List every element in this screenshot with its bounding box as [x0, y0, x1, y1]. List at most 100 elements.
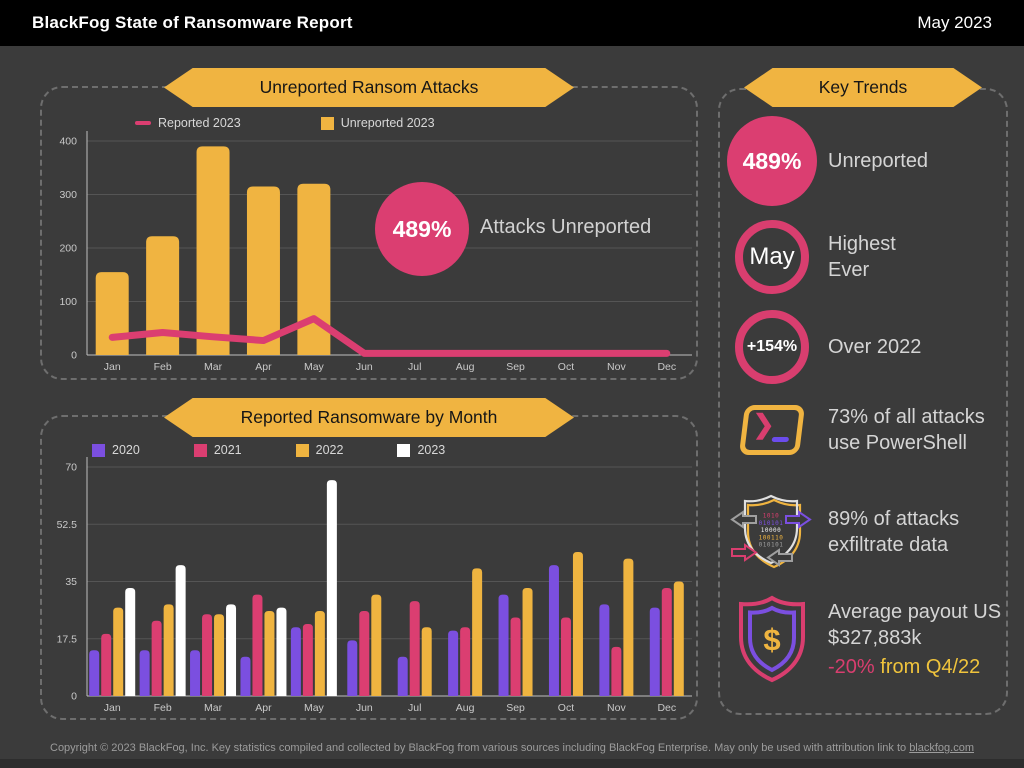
- square-marker-icon: [320, 116, 334, 130]
- trend-label: Highest Ever: [828, 233, 896, 281]
- legend-label: 2020: [112, 443, 140, 457]
- legend-label: 2023: [417, 443, 446, 457]
- svg-text:100110: 100110: [759, 534, 784, 541]
- legend-label: 2022: [315, 443, 344, 457]
- svg-text:Nov: Nov: [607, 361, 626, 373]
- unreported-percent-value: 489%: [392, 215, 452, 242]
- svg-text:Mar: Mar: [204, 702, 223, 714]
- legend-item-reported-2023: Reported 2023: [135, 116, 241, 130]
- svg-text:May: May: [304, 361, 325, 373]
- arrow-left-icon: [766, 548, 793, 567]
- svg-text:Oct: Oct: [558, 702, 574, 714]
- arrow-right-icon: [731, 543, 758, 562]
- svg-text:35: 35: [65, 576, 77, 588]
- monthly-chart: 0 17.5 35 52.5 70 Jan Feb Mar Apr May Jun Jul Aug Sep…: [57, 457, 692, 714]
- svg-text:Nov: Nov: [607, 702, 626, 714]
- powershell-icon: [738, 405, 806, 455]
- svg-text:300: 300: [59, 189, 77, 201]
- key-trends-banner-label: Key Trends: [818, 77, 908, 97]
- copyright-text: Copyright © 2023 BlackFog, Inc. Key stat…: [50, 742, 907, 754]
- monthly-chart-legend: 2020 2021 2022 2023: [42, 443, 696, 457]
- svg-text:Dec: Dec: [657, 361, 676, 373]
- dollar-icon: $: [763, 622, 780, 657]
- svg-text:Dec: Dec: [657, 702, 676, 714]
- payout-delta-note: from Q4/22: [880, 655, 981, 678]
- ring-circle-icon: May: [735, 220, 809, 294]
- shield-outline-purple: [748, 605, 796, 673]
- report-title: BlackFog State of Ransomware Report: [32, 13, 353, 32]
- legend-label: Reported 2023: [158, 116, 241, 130]
- square-marker-icon: [92, 443, 105, 457]
- svg-text:Jun: Jun: [356, 361, 373, 373]
- bottom-strip: [0, 759, 1024, 768]
- unreported-percent-label: Attacks Unreported: [480, 216, 652, 238]
- trend-label: 89% of attacks exfiltrate data: [828, 508, 960, 556]
- trend-exfiltrate: 1010 010101 10000 100110 010101 89% of attac…: [720, 485, 1006, 579]
- svg-text:200: 200: [59, 243, 77, 255]
- legend-item-2023: 2023: [397, 443, 445, 457]
- svg-text:70: 70: [65, 462, 77, 474]
- footer: Copyright © 2023 BlackFog, Inc. Key stat…: [0, 742, 1024, 754]
- svg-text:52.5: 52.5: [57, 519, 78, 531]
- arrow-left-icon: [730, 510, 757, 529]
- trend-highest-ever: May Highest Ever: [720, 220, 1006, 294]
- unreported-chart: 0 100 200 300 400 Jan Feb Mar Apr May Jun Jul Aug Sep…: [59, 131, 692, 373]
- svg-text:Apr: Apr: [255, 361, 272, 373]
- svg-text:Aug: Aug: [456, 702, 475, 714]
- powershell-chevron-icon: [753, 411, 775, 437]
- unreported-percent-badge: 489%: [375, 182, 469, 276]
- svg-text:Jan: Jan: [104, 702, 121, 714]
- trend-label: Over 2022: [828, 336, 922, 358]
- svg-text:Feb: Feb: [154, 361, 172, 373]
- blackfog-link[interactable]: blackfog.com: [909, 742, 974, 754]
- svg-text:Sep: Sep: [506, 361, 525, 373]
- trend-label: 73% of all attacks use PowerShell: [828, 406, 985, 454]
- unreported-attacks-panel: Reported 2023 Unreported 2023 0 100 200 300…: [40, 86, 698, 380]
- svg-text:100: 100: [59, 296, 77, 308]
- shield-outline-white: [743, 494, 799, 565]
- header-bar: BlackFog State of Ransomware Report May …: [0, 0, 1024, 46]
- arrow-right-icon: [785, 510, 812, 529]
- report-date: May 2023: [917, 13, 992, 32]
- svg-text:May: May: [304, 702, 325, 714]
- unreported-chart-legend: Reported 2023 Unreported 2023: [42, 116, 696, 130]
- svg-text:Jul: Jul: [408, 361, 421, 373]
- svg-text:400: 400: [59, 136, 77, 148]
- svg-text:Jun: Jun: [356, 702, 373, 714]
- shield-outline-yellow: [746, 498, 802, 569]
- svg-text:Jan: Jan: [104, 361, 121, 373]
- legend-item-2020: 2020: [92, 443, 140, 457]
- ring-circle-icon: +154%: [735, 310, 809, 384]
- shield-outline-pink: [739, 595, 805, 683]
- reported-by-month-panel: 2020 2021 2022 2023 0 17.5 35 52.5 70 Jan Feb M…: [40, 415, 698, 720]
- svg-text:Mar: Mar: [204, 361, 223, 373]
- trend-over-2022: +154% Over 2022: [720, 310, 1006, 384]
- dollar-shield-icon: $: [739, 595, 805, 683]
- line-marker-icon: [135, 121, 151, 125]
- svg-text:Jul: Jul: [408, 702, 421, 714]
- reported-by-month-banner-label: Reported Ransomware by Month: [240, 407, 498, 427]
- svg-text:10000: 10000: [761, 527, 782, 534]
- unreported-attacks-banner: Unreported Ransom Attacks: [164, 68, 574, 107]
- trend-label: Unreported: [828, 150, 929, 172]
- payout-delta: -20% from Q4/22: [828, 654, 1004, 680]
- key-trends-panel: 489% Unreported May Highest Ever +154% O…: [718, 88, 1008, 715]
- reported-by-month-banner: Reported Ransomware by Month: [164, 398, 574, 437]
- square-marker-icon: [295, 443, 309, 457]
- svg-text:Oct: Oct: [558, 361, 574, 373]
- trend-unreported: 489% Unreported: [720, 115, 1006, 207]
- legend-item-2022: 2022: [295, 443, 344, 457]
- legend-item-unreported-2023: Unreported 2023: [320, 116, 435, 130]
- svg-text:1010: 1010: [763, 513, 779, 520]
- square-marker-icon: [193, 443, 207, 457]
- svg-text:010101: 010101: [759, 542, 784, 549]
- svg-text:0: 0: [71, 691, 77, 703]
- legend-item-2021: 2021: [193, 443, 242, 457]
- svg-text:010101: 010101: [759, 520, 784, 527]
- svg-text:Sep: Sep: [506, 702, 525, 714]
- trend-label: Average payout US $327,883k -20% from Q4…: [824, 599, 1004, 680]
- percent-circle-icon: 489%: [727, 116, 817, 206]
